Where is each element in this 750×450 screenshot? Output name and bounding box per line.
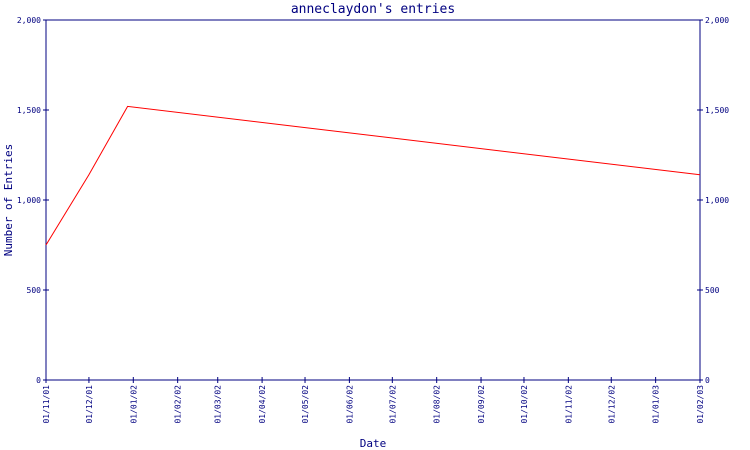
y-tick-label: 1,500 <box>705 106 729 115</box>
x-axis-label: Date <box>360 437 387 450</box>
x-tick-label: 01/02/03 <box>696 385 705 424</box>
y-tick-label: 500 <box>27 286 42 295</box>
y-tick-label: 1,500 <box>17 106 41 115</box>
x-tick-label: 01/08/02 <box>433 385 442 424</box>
series-line <box>45 105 701 246</box>
x-tick-label: 01/12/02 <box>607 385 616 424</box>
x-axis: 01/11/01 01/12/01 01/01/02 01/02/02 01/03/02… <box>42 377 705 424</box>
x-tick-label: 01/03/02 <box>214 385 223 424</box>
y-tick-label: 2,000 <box>705 16 729 25</box>
x-tick-label: 01/02/02 <box>174 385 183 424</box>
y-tick-label: 2,000 <box>17 16 41 25</box>
x-tick-label: 01/05/02 <box>301 385 310 424</box>
x-tick-label: 01/10/02 <box>520 385 529 424</box>
series-layer <box>45 105 701 246</box>
x-tick-label: 01/06/02 <box>345 385 354 424</box>
y-axis-label: Number of Entries <box>2 144 15 257</box>
y-tick-label: 0 <box>705 376 710 385</box>
x-tick-label: 01/11/02 <box>564 385 573 424</box>
y-tick-label: 0 <box>36 376 41 385</box>
chart-title: anneclaydon's entries <box>291 2 455 17</box>
y-tick-label: 500 <box>705 286 720 295</box>
x-tick-label: 01/11/01 <box>42 385 51 424</box>
x-tick-label: 01/01/02 <box>129 385 138 424</box>
y-axis-right: 0 500 1,000 1,500 2,000 <box>697 16 729 385</box>
x-tick-label: 01/12/01 <box>85 385 94 424</box>
y-axis-left: 0 500 1,000 1,500 2,000 <box>17 16 49 385</box>
y-tick-label: 1,000 <box>705 196 729 205</box>
y-tick-label: 1,000 <box>17 196 41 205</box>
x-tick-label: 01/07/02 <box>388 385 397 424</box>
x-tick-label: 01/01/03 <box>652 385 661 424</box>
plot-area <box>45 19 701 381</box>
x-tick-label: 01/04/02 <box>258 385 267 424</box>
x-tick-label: 01/09/02 <box>477 385 486 424</box>
